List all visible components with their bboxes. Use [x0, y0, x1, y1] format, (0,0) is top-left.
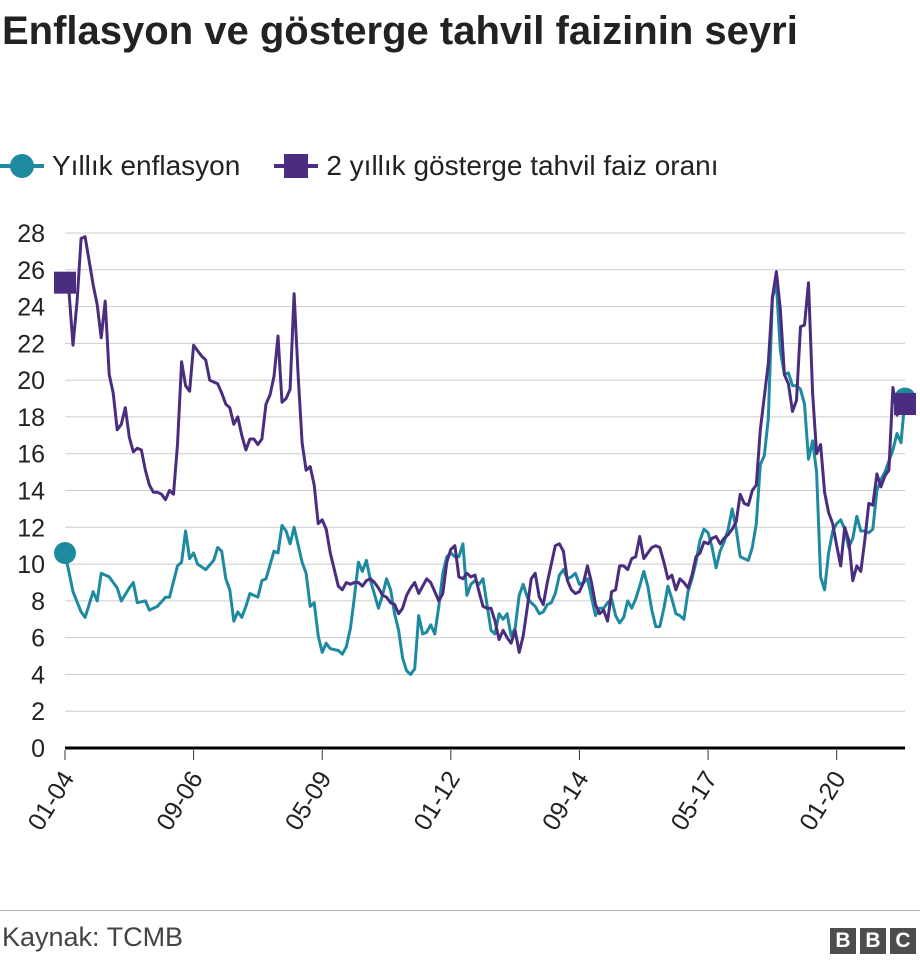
chart-legend: Yıllık enflasyon 2 yıllık gösterge tahvi…: [0, 144, 753, 188]
x-tick-label: 09-14: [537, 766, 595, 835]
inflation-start-marker: [54, 542, 76, 565]
y-tick-label: 14: [17, 478, 45, 506]
y-tick-label: 16: [17, 441, 45, 469]
y-tick-label: 22: [17, 330, 45, 358]
y-tick-label: 28: [17, 220, 45, 248]
y-tick-label: 8: [31, 588, 45, 616]
logo-letter: C: [890, 928, 916, 954]
x-tick-label: 05-17: [666, 766, 724, 835]
chart-title: Enflasyon ve gösterge tahvil faizinin se…: [2, 9, 798, 53]
x-tick-label: 05-09: [280, 766, 338, 835]
legend-item-inflation: Yıllık enflasyon: [0, 150, 240, 182]
y-tick-label: 0: [31, 735, 45, 763]
y-tick-label: 24: [17, 294, 45, 322]
y-tick-label: 4: [31, 661, 45, 689]
logo-letter: B: [860, 928, 886, 954]
y-tick-label: 26: [17, 257, 45, 285]
source-note: Kaynak: TCMB: [2, 922, 184, 952]
x-tick-label: 01-04: [22, 766, 80, 835]
footer-divider: [0, 910, 920, 911]
y-tick-label: 2: [31, 698, 45, 726]
bbc-logo: B B C: [830, 928, 916, 954]
circle-marker-icon: [0, 151, 44, 181]
y-tick-label: 12: [17, 514, 45, 542]
legend-label-bond-yield: 2 yıllık gösterge tahvil faiz oranı: [326, 150, 719, 181]
square-marker-icon: [274, 151, 319, 181]
legend-item-bond-yield: 2 yıllık gösterge tahvil faiz oranı: [274, 150, 719, 182]
y-tick-label: 20: [17, 367, 45, 395]
bond-yield-end-marker: [894, 393, 916, 416]
legend-label-inflation: Yıllık enflasyon: [52, 150, 241, 181]
x-tick-label: 09-06: [151, 766, 209, 835]
bond-yield-start-marker: [54, 271, 76, 294]
y-tick-label: 6: [31, 625, 45, 653]
y-tick-label: 10: [17, 551, 45, 579]
x-tick-label: 01-20: [794, 766, 852, 835]
y-tick-label: 18: [17, 404, 45, 432]
logo-letter: B: [830, 928, 856, 954]
x-tick-label: 01-12: [408, 766, 466, 835]
bond-yield-series-line: [63, 235, 906, 654]
